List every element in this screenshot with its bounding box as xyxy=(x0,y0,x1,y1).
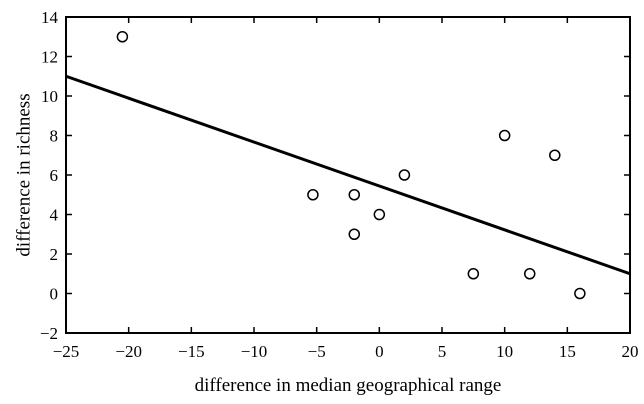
x-tick-label: −25 xyxy=(53,342,80,361)
y-tick-label: 12 xyxy=(41,48,58,67)
data-point xyxy=(574,287,586,300)
x-axis-label: difference in median geographical range xyxy=(195,375,502,396)
axis-ticks xyxy=(65,16,631,334)
data-point xyxy=(373,208,386,221)
data-point xyxy=(116,31,129,43)
x-tick-label: 10 xyxy=(496,342,513,361)
data-point xyxy=(348,189,361,201)
regression-line xyxy=(65,74,631,276)
data-point xyxy=(498,129,511,142)
y-tick-label: 14 xyxy=(41,8,59,27)
y-tick-label: −2 xyxy=(40,324,58,343)
x-tick-label: 20 xyxy=(622,342,639,361)
x-tick-label: 0 xyxy=(375,342,384,361)
y-tick-label: 4 xyxy=(50,206,59,225)
data-point xyxy=(523,268,536,280)
data-point xyxy=(549,149,561,161)
x-tick-label: 15 xyxy=(559,342,576,361)
x-tick-labels: −25 −20 −15 −10 −5 0 5 10 15 20 xyxy=(53,342,639,361)
x-tick-label: −20 xyxy=(115,342,142,361)
y-tick-label: 6 xyxy=(50,166,59,185)
y-axis-label: difference in richness xyxy=(14,93,35,256)
x-tick-label: −15 xyxy=(178,342,205,361)
y-tick-label: 2 xyxy=(50,245,59,264)
data-point xyxy=(348,228,361,240)
x-tick-label: −5 xyxy=(308,342,326,361)
data-point xyxy=(467,268,480,280)
x-tick-label: −10 xyxy=(241,342,268,361)
y-tick-label: 10 xyxy=(41,87,58,106)
y-tick-labels: −2 0 2 4 6 8 10 12 14 xyxy=(40,8,59,343)
data-point xyxy=(307,189,319,201)
y-tick-label: 8 xyxy=(50,127,59,146)
data-point xyxy=(398,169,411,181)
y-tick-label: 0 xyxy=(50,285,59,304)
data-points xyxy=(116,31,586,300)
x-tick-label: 5 xyxy=(438,342,447,361)
